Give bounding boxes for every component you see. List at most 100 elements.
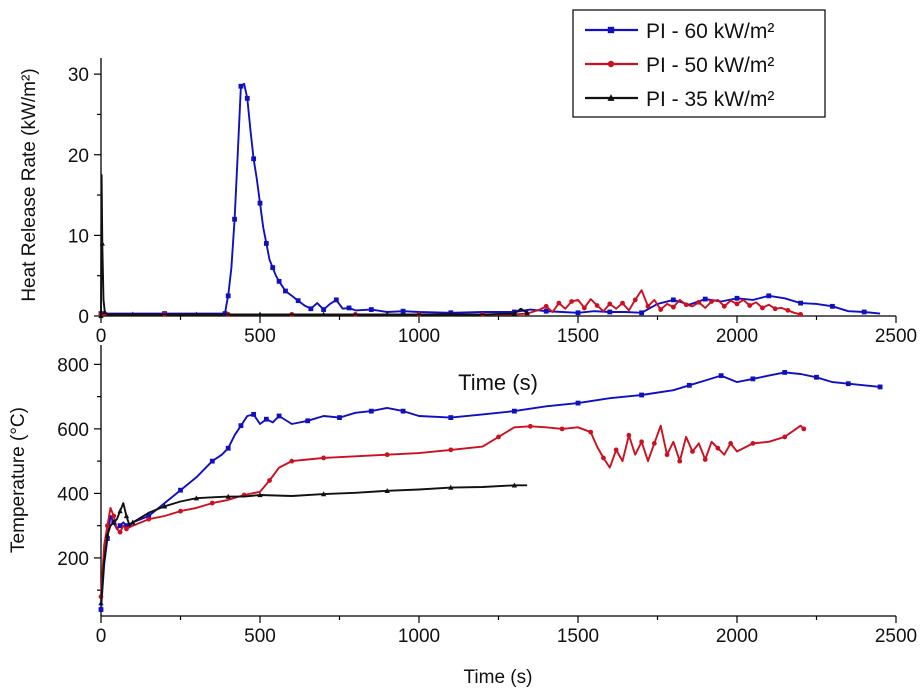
legend-marker — [607, 26, 615, 34]
hrr-series-1-point — [283, 288, 288, 294]
hrr-series-2-point — [709, 299, 714, 304]
hrr-series-2-point — [594, 303, 600, 308]
hrr-series-2-point — [620, 300, 625, 306]
temperature-series-line-3 — [100, 484, 528, 604]
hrr-series-1-point — [263, 241, 269, 246]
hrr-series-3-point — [102, 309, 108, 315]
hrr-series-2-point — [581, 305, 587, 311]
hrr-series-2-point — [543, 303, 549, 309]
hrr-series-1-point — [400, 308, 406, 314]
hrr-x-tick-label: 2000 — [716, 326, 758, 347]
temperature-series-2-point — [124, 526, 129, 532]
hrr-series-2-point — [632, 297, 638, 303]
hrr-series-line-1 — [101, 82, 881, 315]
hrr-series-1-point — [308, 306, 314, 312]
legend: PI - 60 kW/m² PI - 50 kW/m² PI - 35 kW/m² — [572, 9, 826, 118]
temperature-series-2-point — [559, 426, 565, 432]
temperature-series-3-point — [257, 492, 263, 498]
hrr-series-2-point — [721, 303, 727, 309]
temperature-y-tick-label: 800 — [57, 355, 89, 376]
hrr-series-2-point — [671, 304, 676, 310]
temperature-series-3-point — [193, 495, 200, 501]
hrr-series-2-point — [747, 303, 753, 308]
hrr-series-1-point — [607, 309, 613, 315]
temperature-series-1-point — [639, 392, 644, 398]
temperature-series-1-point — [238, 423, 244, 429]
temperature-series-2-point — [728, 440, 734, 446]
temperature-series-2-point — [111, 513, 117, 519]
hrr-panel: 0 500 1000 1500 2000 2500 0 10 20 30 Heat Release… — [19, 58, 917, 395]
temperature-series-2-point — [289, 458, 295, 464]
hrr-series-1-point — [225, 293, 231, 299]
temperature-series-2-point — [626, 432, 632, 438]
hrr-series-3-point — [257, 311, 263, 317]
temperature-series-3-point — [123, 513, 130, 519]
legend-marker — [607, 60, 615, 68]
legend-marker — [607, 94, 615, 101]
temperature-series-1-point — [686, 382, 692, 388]
temperature-series-2-point — [651, 440, 657, 446]
temperature-series-3-point — [98, 600, 104, 606]
temperature-series-2-point — [178, 508, 183, 514]
temperature-series-2-point — [527, 423, 533, 429]
temperature-series-2-point — [613, 447, 619, 453]
temperature-series-2-point — [209, 500, 215, 506]
temperature-series-2-point — [782, 434, 788, 440]
legend-label: PI - 60 kW/m² — [646, 20, 774, 43]
hrr-series-line-3 — [100, 173, 528, 317]
hrr-x-tick-label: 2500 — [875, 326, 917, 347]
hrr-series-3-point — [99, 240, 105, 246]
temperature-series-2-point — [601, 455, 606, 461]
temperature-series-2-point — [496, 434, 501, 440]
hrr-series-1-point — [276, 278, 282, 284]
temperature-series-1-point — [575, 400, 581, 406]
hrr-series-1-point — [702, 296, 708, 302]
hrr-series-2-point — [556, 300, 562, 306]
temperature-series-3-point — [117, 508, 123, 514]
hrr-series-1-point — [830, 303, 835, 309]
temperature-series-1-point — [251, 411, 257, 417]
temperature-series-1-point — [276, 413, 282, 419]
hrr-series-1-point — [295, 298, 301, 304]
hrr-series-2-point — [785, 307, 791, 313]
temperature-series-3-point — [225, 493, 231, 499]
temperature-y-tick-label: 200 — [57, 549, 89, 570]
hrr-series-2-point — [798, 311, 803, 317]
temperature-series-3-point — [104, 532, 110, 538]
temperature-series-2-point — [750, 440, 756, 446]
temperature-series-1-point — [337, 415, 342, 420]
temperature-series-2-point — [146, 516, 152, 522]
temperature-series-2-point — [117, 529, 123, 535]
temperature-series-1-point — [117, 523, 123, 529]
hrr-x-tick-label: 0 — [96, 326, 107, 347]
temperature-series-2-point — [384, 452, 390, 458]
hrr-x-axis-title: Time (s) — [458, 370, 538, 395]
temperature-series-3-point — [448, 484, 454, 490]
hrr-series-1-point — [321, 307, 326, 312]
hrr-series-3-point — [524, 309, 530, 315]
temperature-y-tick-label: 400 — [57, 484, 89, 505]
temperature-series-3-point — [161, 503, 168, 509]
temperature-x-tick-label: 2000 — [716, 626, 758, 647]
temperature-series-line-1 — [100, 371, 881, 610]
temperature-y-axis-title: Temperature (°C) — [8, 407, 29, 553]
hrr-y-tick-label: 10 — [68, 226, 89, 247]
temperature-series-1-point — [782, 370, 788, 375]
temperature-x-tick-label: 500 — [244, 626, 276, 647]
temperature-series-2-point — [639, 439, 645, 445]
hrr-series-1-point — [861, 309, 867, 315]
temperature-series-1-point — [98, 607, 104, 612]
hrr-y-tick-label: 30 — [68, 65, 89, 86]
hrr-series-2-point — [734, 301, 740, 307]
temperature-series-2-point — [588, 429, 594, 435]
hrr-series-3-point — [320, 311, 327, 317]
hrr-series-1-point — [543, 308, 549, 314]
hrr-y-tick-label: 0 — [78, 307, 89, 328]
hrr-series-3-point — [193, 311, 200, 317]
hrr-x-tick-label: 1000 — [398, 326, 440, 347]
hrr-series-2-point — [607, 301, 613, 307]
temperature-series-2-point — [702, 457, 708, 462]
temperature-series-2-point — [448, 447, 454, 453]
hrr-series-1-point — [244, 95, 250, 101]
